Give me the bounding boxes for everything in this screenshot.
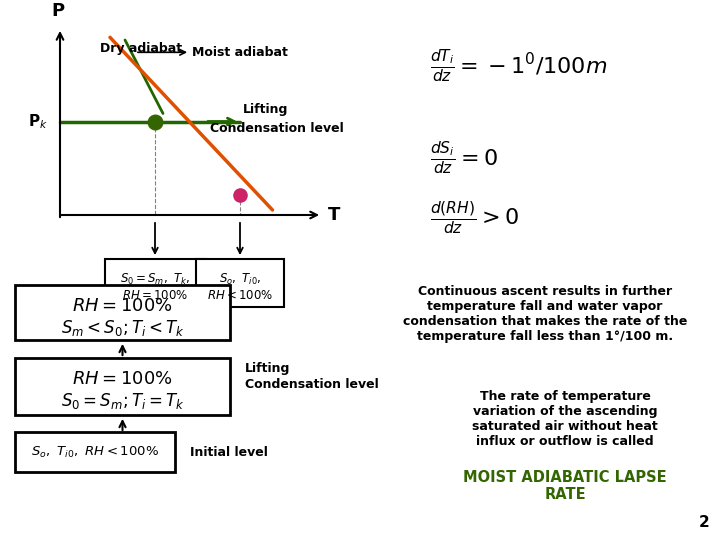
Text: T: T: [328, 206, 341, 224]
Text: Initial level: Initial level: [190, 446, 268, 458]
Text: Condensation level: Condensation level: [210, 122, 343, 134]
Text: $RH<100\%$: $RH<100\%$: [207, 289, 273, 302]
Text: $\frac{dT_i}{dz} = -1^0/100m$: $\frac{dT_i}{dz} = -1^0/100m$: [430, 48, 607, 85]
Bar: [15, 285, 230, 340]
Bar: [15, 432, 175, 472]
Text: $\frac{d(RH)}{dz} > 0$: $\frac{d(RH)}{dz} > 0$: [430, 200, 519, 237]
Text: $RH=100\%$: $RH=100\%$: [122, 289, 188, 302]
Bar: [196, 259, 284, 307]
Text: Dry adiabat: Dry adiabat: [100, 42, 182, 55]
Text: $S_m < S_0; T_i < T_k$: $S_m < S_0; T_i < T_k$: [60, 318, 184, 338]
Text: $RH = 100\%$: $RH = 100\%$: [72, 370, 173, 388]
Text: Continuous ascent results in further
temperature fall and water vapor
condensati: Continuous ascent results in further tem…: [402, 285, 687, 343]
Text: $S_o,\ T_{i0},$: $S_o,\ T_{i0},$: [219, 272, 261, 287]
Text: $S_o,\ T_{i0},\ RH<100\%$: $S_o,\ T_{i0},\ RH<100\%$: [31, 444, 159, 460]
Text: 2: 2: [699, 515, 710, 530]
Text: Lifting: Lifting: [243, 104, 288, 117]
Text: $RH = 100\%$: $RH = 100\%$: [72, 297, 173, 315]
Text: P: P: [51, 2, 65, 20]
Text: $\frac{dS_i}{dz} = 0$: $\frac{dS_i}{dz} = 0$: [430, 140, 498, 178]
Text: Lifting: Lifting: [245, 362, 290, 375]
Point: [234, 191, 246, 199]
Bar: [15, 358, 230, 415]
Bar: [105, 259, 205, 307]
Text: The rate of temperature
variation of the ascending
saturated air without heat
in: The rate of temperature variation of the…: [472, 390, 658, 448]
Text: Moist adiabat: Moist adiabat: [192, 46, 289, 59]
Text: MOIST ADIABATIC LAPSE
RATE: MOIST ADIABATIC LAPSE RATE: [463, 470, 667, 502]
Text: $S_0 = S_m; T_i = T_k$: $S_0 = S_m; T_i = T_k$: [60, 391, 184, 411]
Text: $S_0=S_m,\ T_k,$: $S_0=S_m,\ T_k,$: [120, 272, 190, 287]
Point: [149, 117, 161, 126]
Text: Condensation level: Condensation level: [245, 378, 379, 391]
Text: P$_k$: P$_k$: [28, 112, 48, 131]
